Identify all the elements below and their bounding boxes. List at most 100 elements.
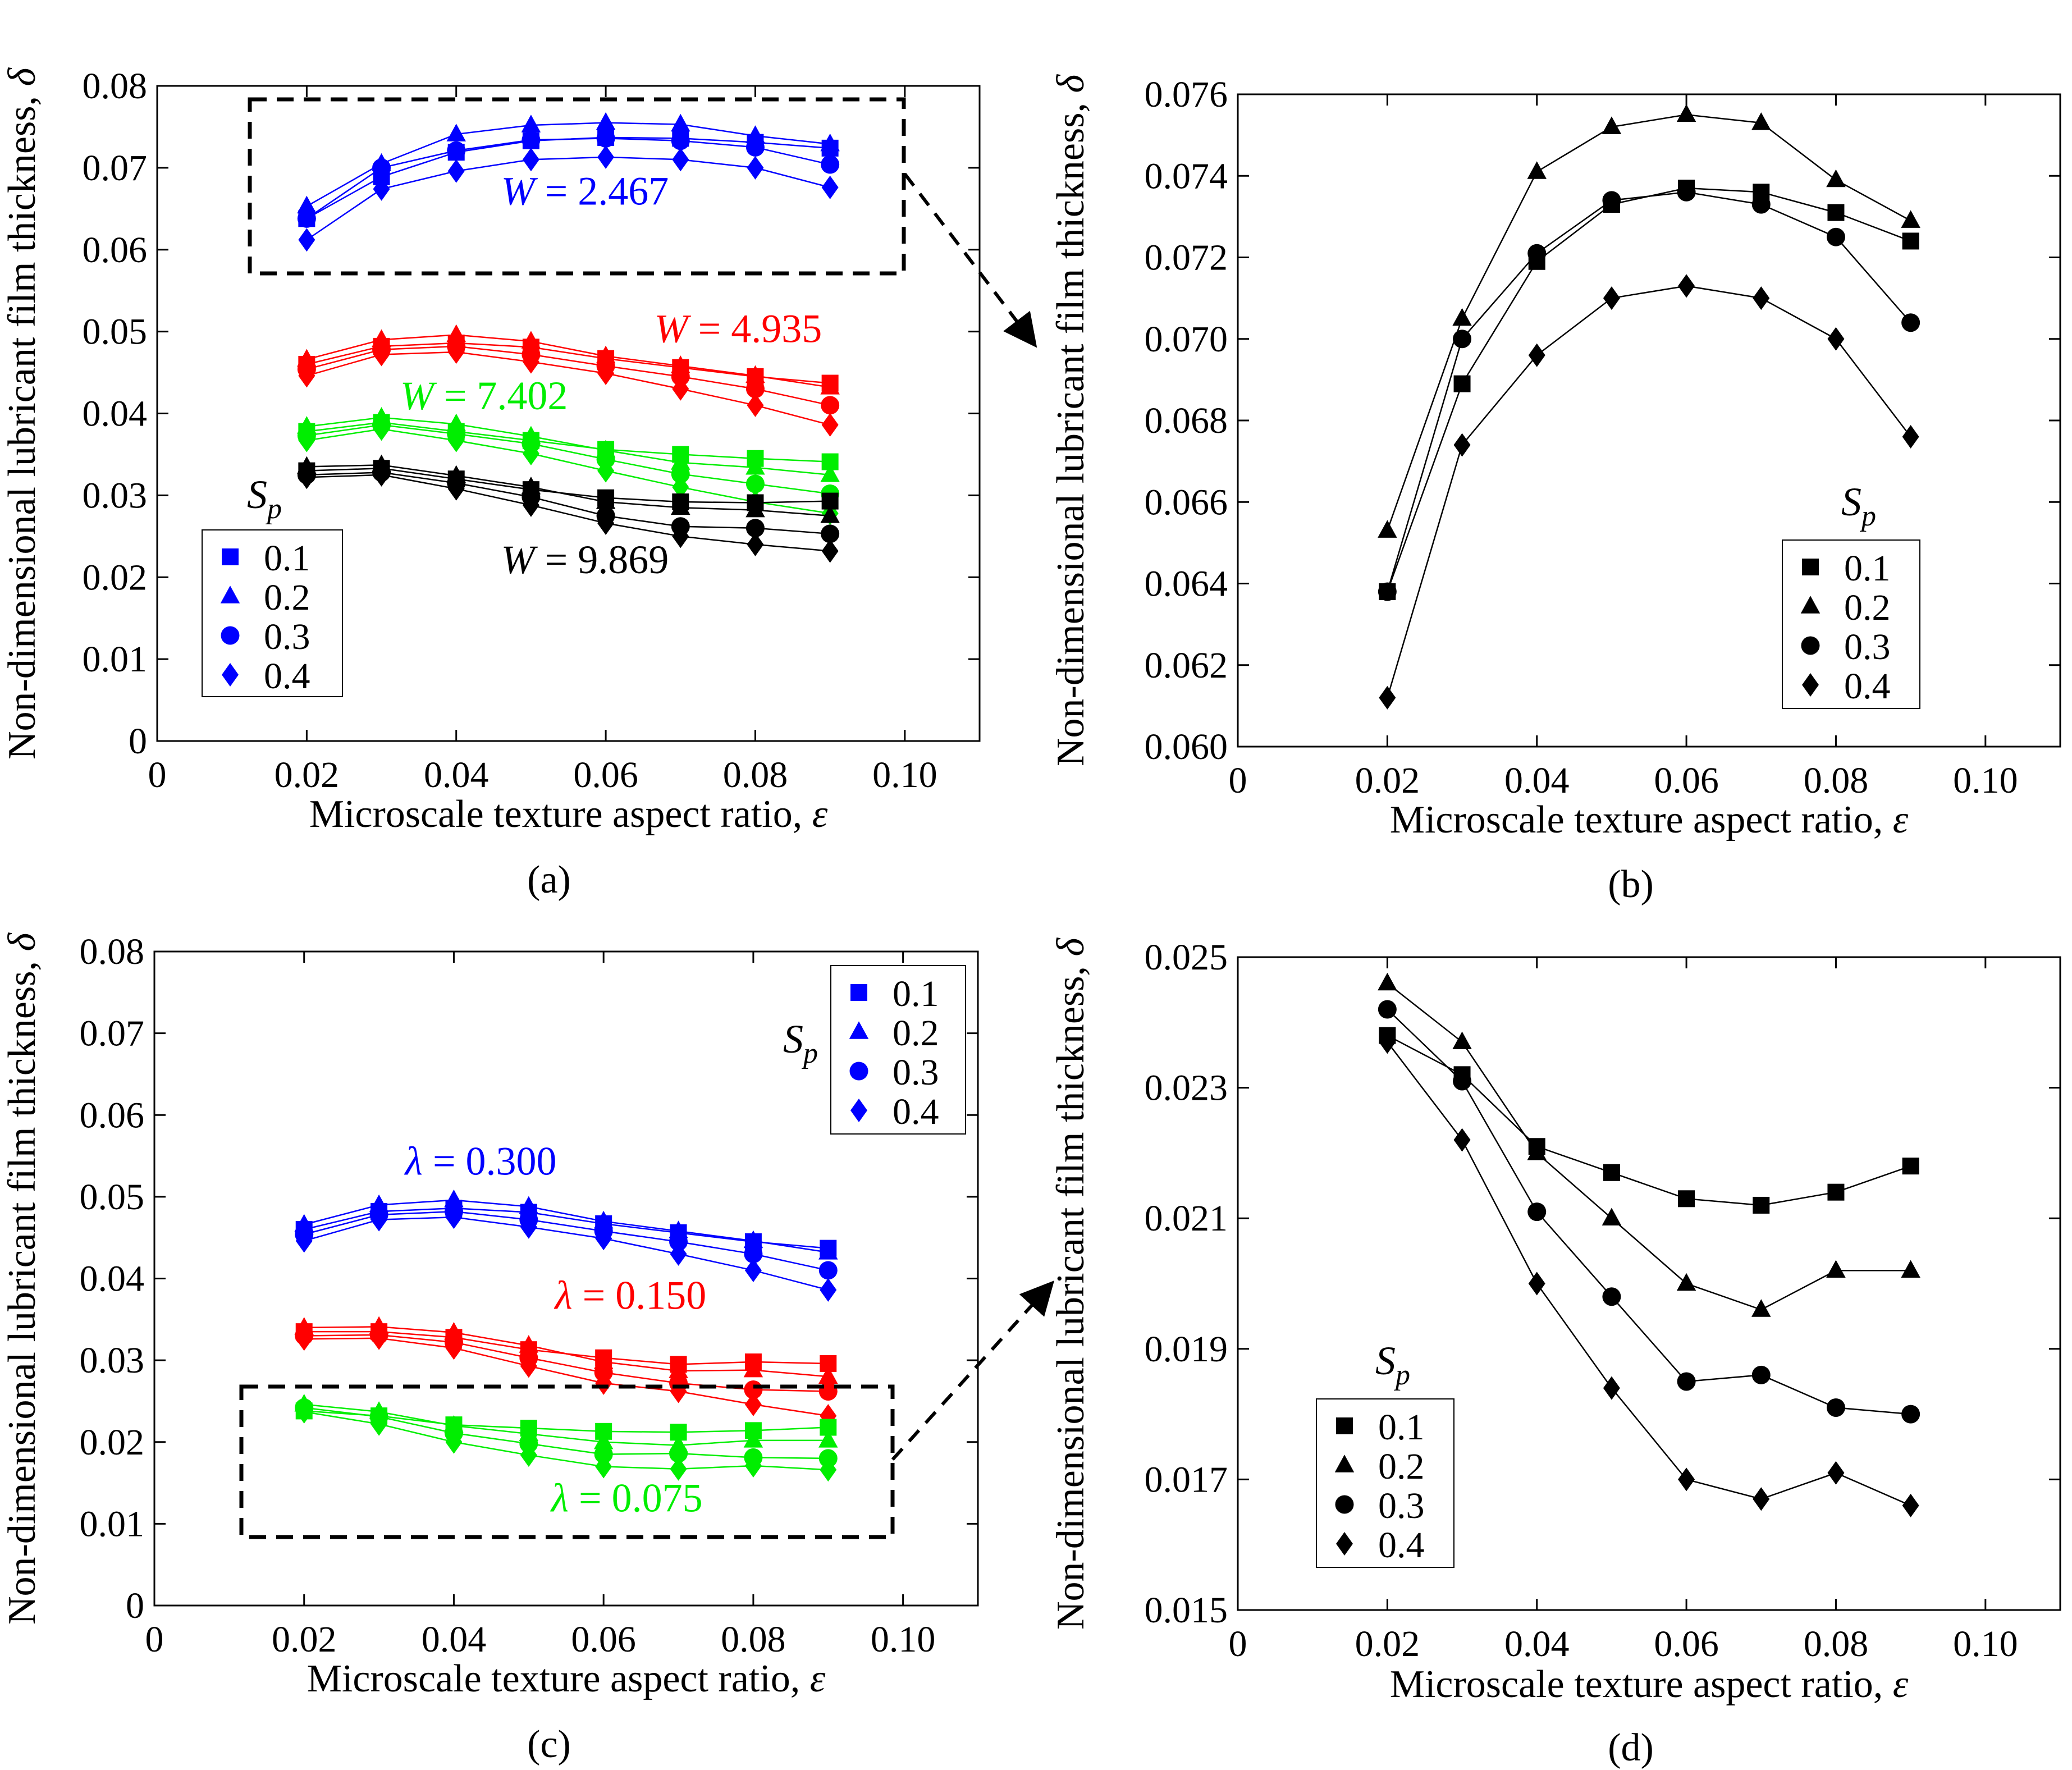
series-group <box>294 1316 838 1428</box>
y-axis-label: Non-dimensional lubricant film thickness… <box>1049 937 1092 1630</box>
data-point <box>821 539 839 563</box>
data-point <box>1827 1183 1845 1201</box>
data-point <box>1678 1190 1695 1208</box>
data-point <box>522 350 539 374</box>
data-point <box>522 130 541 149</box>
y-axis-label: Non-dimensional lubricant film thickness… <box>1049 74 1092 767</box>
x-tick-label: 0 <box>148 754 167 795</box>
data-point <box>1901 313 1920 332</box>
y-tick-label: 0.01 <box>83 639 148 680</box>
y-axis: 0 0.01 0.02 0.03 0.04 0.05 0.06 0.07 0.08 <box>83 66 980 762</box>
series-line <box>307 467 830 504</box>
data-point <box>1827 204 1845 221</box>
y-tick-label: 0.070 <box>1145 319 1228 360</box>
data-point <box>745 379 765 399</box>
y-tick-label: 0.07 <box>83 148 148 189</box>
x-tick-label: 0.04 <box>1504 1623 1570 1664</box>
y-tick-label: 0 <box>126 1585 144 1626</box>
x-tick-label: 0.04 <box>424 754 489 795</box>
x-tick-label: 0.06 <box>1654 760 1719 801</box>
data-point <box>447 477 465 501</box>
y-tick-label: 0.05 <box>83 312 148 353</box>
data-point <box>295 1229 313 1253</box>
data-point <box>743 1230 763 1248</box>
data-point <box>373 463 390 487</box>
legend-title: Sp <box>247 472 282 525</box>
series-line <box>304 1410 829 1433</box>
series-line <box>307 334 830 388</box>
data-point <box>818 1242 838 1260</box>
group-annotation: W = 9.869 <box>501 537 669 582</box>
data-point <box>744 1392 762 1416</box>
x-tick-label: 0.10 <box>872 754 937 795</box>
y-tick-label: 0.02 <box>83 557 148 598</box>
data-point <box>745 138 765 157</box>
data-point <box>821 413 839 437</box>
plot-frame <box>1237 93 2061 748</box>
legend-marker <box>1800 596 1821 614</box>
data-point <box>298 228 315 252</box>
data-point <box>1602 1208 1622 1225</box>
y-tick-label: 0 <box>129 721 147 762</box>
series-line <box>304 1208 829 1249</box>
x-tick-label: 0.08 <box>1804 1623 1869 1664</box>
data-point <box>671 367 690 386</box>
y-tick-label: 0.074 <box>1145 155 1228 196</box>
data-point <box>447 141 466 160</box>
data-point <box>522 493 539 517</box>
legend-title: Sp <box>1841 479 1876 532</box>
data-point <box>745 125 765 143</box>
data-point <box>1602 1287 1621 1306</box>
data-point <box>1902 1493 1919 1517</box>
data-point <box>1378 972 1397 991</box>
x-tick-label: 0.02 <box>275 754 340 795</box>
y-tick-label: 0.04 <box>80 1259 145 1300</box>
zoom-box-c <box>239 1384 895 1539</box>
data-point <box>298 364 315 388</box>
series-line <box>306 138 830 219</box>
data-point <box>596 491 616 509</box>
data-point <box>820 505 840 523</box>
data-point <box>672 475 689 499</box>
legend-label: 0.1 <box>264 538 310 579</box>
x-axis: 0 0.02 0.04 0.06 0.08 0.10 <box>145 952 935 1660</box>
data-point <box>1677 182 1696 202</box>
legend-marker <box>849 1021 869 1039</box>
series-line <box>304 1326 829 1378</box>
data-point <box>371 1412 388 1436</box>
legend-label: 0.2 <box>893 1013 939 1054</box>
data-point <box>821 396 840 415</box>
legend-label: 0.3 <box>1378 1485 1425 1526</box>
data-point <box>521 115 541 132</box>
y-tick-label: 0.04 <box>83 394 148 435</box>
series-line <box>307 464 830 517</box>
data-point <box>597 511 615 535</box>
legend-marker <box>1336 1417 1353 1434</box>
legend: Sp 0.10.20.30.4 <box>1316 1338 1454 1568</box>
data-point <box>1452 308 1472 326</box>
data-point <box>1378 1000 1397 1019</box>
series-line <box>307 424 830 495</box>
data-point <box>671 131 690 150</box>
legend-label: 0.2 <box>264 577 310 618</box>
y-axis: 0 0.01 0.02 0.03 0.04 0.05 0.06 0.07 0.08 <box>80 931 978 1626</box>
legend-label: 0.4 <box>893 1091 939 1132</box>
data-point <box>1527 161 1547 179</box>
panel-c: 0 0.02 0.04 0.06 0.08 0.10 0 0.01 0.02 0.03 0.04 0.… <box>1 931 979 1766</box>
y-tick-label: 0.019 <box>1145 1329 1228 1370</box>
series-line <box>304 1337 829 1417</box>
data-point <box>672 524 689 548</box>
data-point <box>1751 112 1771 130</box>
series-line <box>1387 285 1911 698</box>
series-line <box>307 342 830 384</box>
data-point <box>371 1208 388 1232</box>
x-tick-label: 0.06 <box>573 754 638 795</box>
legend-marker <box>222 663 239 687</box>
data-point <box>1379 1030 1396 1054</box>
series-line <box>307 428 830 514</box>
y-tick-label: 0.01 <box>80 1503 145 1544</box>
data-point <box>446 324 466 342</box>
panel-d: 0 0.02 0.04 0.06 0.08 0.10 0.015 0.017 0.019 0.02… <box>1049 937 2061 1769</box>
y-tick-label: 0.08 <box>83 66 148 107</box>
y-tick-label: 0.017 <box>1145 1459 1228 1500</box>
